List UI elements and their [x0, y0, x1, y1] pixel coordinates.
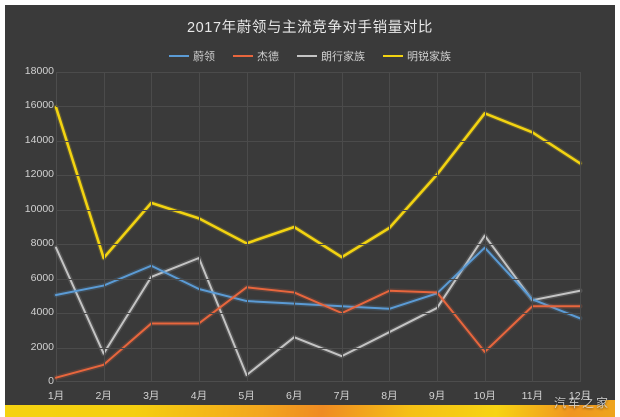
legend-item-label: 杰德 — [257, 51, 279, 63]
legend-item-label: 蔚领 — [193, 51, 215, 63]
x-axis-tick-label: 8月 — [381, 390, 398, 402]
gridline-horizontal — [56, 313, 580, 315]
gridline-horizontal — [56, 106, 580, 108]
gridline-horizontal — [56, 244, 580, 246]
x-axis-tick-label: 10月 — [473, 390, 496, 402]
gridline-horizontal — [56, 72, 580, 73]
gridline-vertical — [341, 72, 343, 382]
legend-item-label: 明锐家族 — [407, 51, 451, 63]
chart-background — [5, 5, 615, 405]
gridline-vertical — [532, 72, 534, 382]
gridline-horizontal — [56, 140, 580, 142]
series-line-4[interactable] — [54, 106, 582, 260]
x-axis-tick-label: 7月 — [333, 390, 350, 402]
y-axis-tick-label: 6000 — [30, 271, 54, 284]
y-axis-tick-label: 2000 — [30, 340, 54, 353]
series-glow-4 — [53, 104, 583, 261]
watermark-label: 汽车之家 — [553, 396, 610, 410]
legend-item-3[interactable]: 朗行家族 — [297, 48, 365, 64]
legend-swatch-icon — [297, 55, 317, 57]
gridline-horizontal — [56, 175, 580, 177]
frame-left-border — [0, 0, 5, 417]
series-line-1[interactable] — [55, 246, 581, 320]
bottom-accent-strip — [0, 400, 620, 417]
gridline-horizontal — [56, 347, 580, 349]
frame-top-border — [0, 0, 620, 5]
frame-right-border — [615, 0, 620, 417]
gridline-horizontal — [56, 278, 580, 280]
y-axis-tick-label: 8000 — [30, 237, 54, 250]
x-axis-tick-label: 12月 — [568, 390, 592, 402]
legend-item-1[interactable]: 蔚领 — [169, 48, 215, 64]
x-axis-tick-label: 5月 — [238, 390, 255, 402]
y-axis-tick-label: 14000 — [24, 133, 54, 146]
gridline-vertical — [246, 72, 248, 382]
data-lines — [53, 104, 583, 381]
x-axis-tick-label: 6月 — [286, 390, 303, 402]
legend-item-2[interactable]: 杰德 — [233, 48, 279, 64]
series-line-3[interactable] — [55, 234, 581, 377]
x-axis-tick-label: 9月 — [428, 390, 446, 402]
gridline-vertical — [103, 72, 105, 382]
legend-swatch-icon — [233, 55, 253, 57]
y-axis-tick-label: 4000 — [30, 306, 54, 319]
gridline-vertical — [198, 72, 200, 382]
y-axis-tick-label: 0 — [48, 375, 54, 387]
legend-item-label: 朗行家族 — [321, 51, 365, 63]
gridline-vertical — [437, 72, 439, 382]
gridline-vertical — [151, 72, 153, 382]
gridline-horizontal — [56, 209, 580, 211]
gridline-vertical — [294, 72, 296, 382]
gridline-vertical — [389, 72, 391, 382]
x-axis-tick-label: 11月 — [521, 390, 544, 402]
plot-area — [53, 72, 583, 382]
y-axis-tick-label: 18000 — [24, 65, 54, 77]
legend-item-4[interactable]: 明锐家族 — [383, 48, 451, 64]
legend-swatch-icon — [169, 55, 189, 57]
series-line-2[interactable] — [55, 286, 581, 379]
gridline-vertical — [484, 72, 486, 382]
legend-swatch-icon — [383, 55, 403, 57]
y-axis-tick-label: 10000 — [24, 202, 54, 215]
x-axis-tick-label: 2月 — [95, 390, 112, 402]
chart-legend: 蔚领 杰德 朗行家族 明锐家族 — [0, 48, 620, 64]
x-axis-tick-label: 3月 — [143, 390, 160, 402]
x-axis-tick-label: 1月 — [47, 390, 65, 402]
chart-title: 2017年蔚领与主流竞争对手销量对比 — [186, 20, 434, 36]
gridline-vertical — [580, 72, 581, 382]
y-axis-tick-label: 16000 — [24, 99, 54, 112]
x-axis-tick-label: 4月 — [190, 390, 208, 402]
y-axis-tick-label: 12000 — [24, 168, 54, 181]
